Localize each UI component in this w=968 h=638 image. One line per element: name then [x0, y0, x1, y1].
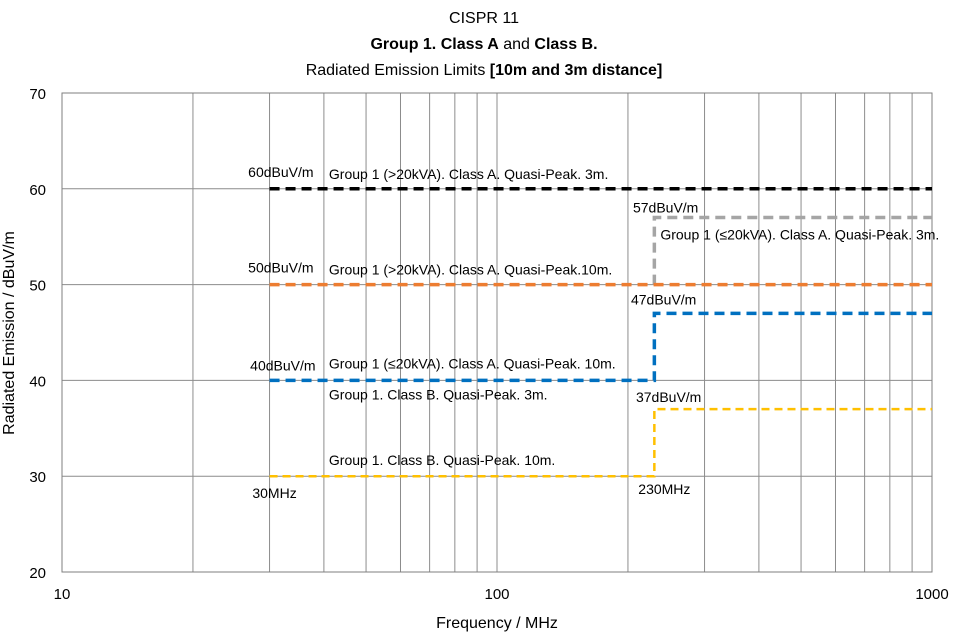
limit-line — [269, 407, 932, 478]
x-axis-tick-labels: 10 100 1000 — [54, 586, 949, 603]
title-text: [10m and 3m distance] — [489, 62, 663, 79]
y-tick-label: 30 — [29, 469, 46, 486]
annotation-label: 37dBuV/m — [636, 389, 701, 405]
annotation-label: 60dBuV/m — [248, 164, 313, 180]
x-tick-label: 10 — [54, 586, 71, 603]
y-axis-label: Radiated Emission / dBuV/m — [1, 231, 18, 435]
x-axis-label: Frequency / MHz — [436, 615, 558, 632]
y-tick-label: 20 — [29, 565, 46, 582]
annotation-label: 230MHz — [638, 481, 690, 497]
annotation-label: Group 1. Class B. Quasi-Peak. 10m. — [329, 452, 555, 468]
annotation-label: 50dBuV/m — [248, 260, 313, 276]
plot-area-border — [61, 92, 933, 573]
series-lines — [269, 187, 932, 478]
y-axis-tick-labels: 20 30 40 50 60 70 — [29, 86, 46, 582]
y-tick-label: 60 — [29, 182, 46, 199]
y-tick-label: 70 — [29, 86, 46, 103]
title-text: and — [498, 36, 535, 53]
title-text: Group 1. Class A — [370, 36, 499, 53]
subtitle-line: Group 1. Class A and Class B. — [0, 32, 968, 58]
title-line: CISPR 11 — [0, 6, 968, 32]
y-tick-label: 40 — [29, 373, 46, 390]
annotations: 60dBuV/m Group 1 (>20kVA). Class A. Quasi… — [248, 164, 939, 501]
x-tick-label: 100 — [484, 586, 509, 603]
annotation-label: 40dBuV/m — [250, 357, 315, 373]
subtitle-line: Radiated Emission Limits [10m and 3m dis… — [0, 58, 968, 84]
annotation-label: 30MHz — [252, 485, 296, 501]
limit-line — [652, 215, 932, 285]
annotation-label: 57dBuV/m — [633, 200, 698, 216]
x-tick-label: 1000 — [915, 586, 948, 603]
title-text: Class B. — [534, 36, 598, 53]
annotation-label: 47dBuV/m — [631, 291, 696, 307]
annotation-label: Group 1 (>20kVA). Class A. Quasi-Peak.10… — [329, 262, 612, 278]
limit-line — [269, 311, 932, 383]
chart-title: CISPR 11 Group 1. Class A and Class B. R… — [0, 6, 968, 84]
title-text: CISPR 11 — [449, 10, 519, 27]
annotation-label: Group 1 (≤20kVA). Class A. Quasi-Peak. 3… — [660, 227, 939, 243]
annotation-label: Group 1 (≤20kVA). Class A. Quasi-Peak. 1… — [329, 355, 616, 371]
title-text: Radiated Emission Limits — [305, 62, 490, 79]
annotation-label: Group 1 (>20kVA). Class A. Quasi-Peak. 3… — [329, 166, 608, 182]
y-tick-label: 50 — [29, 278, 46, 295]
annotation-label: Group 1. Class B. Quasi-Peak. 3m. — [329, 386, 548, 402]
